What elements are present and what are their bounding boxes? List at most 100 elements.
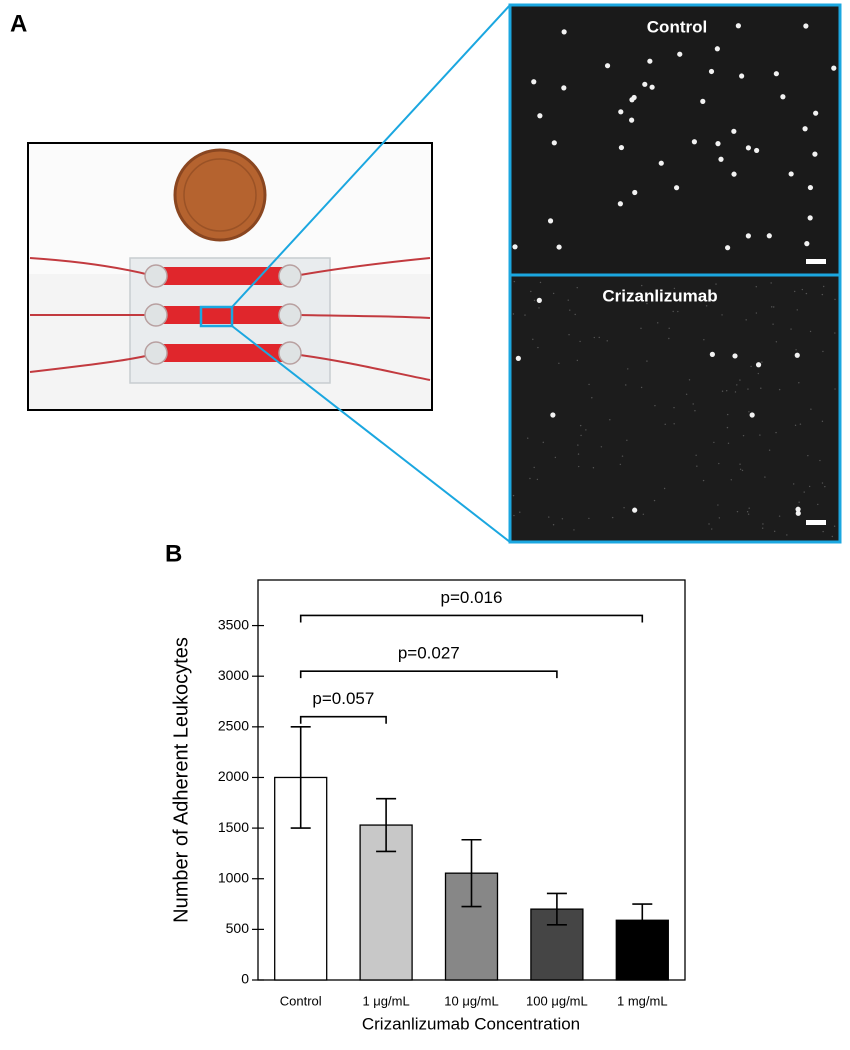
speck xyxy=(537,346,539,349)
speck xyxy=(771,306,773,308)
speck xyxy=(778,388,781,391)
speck xyxy=(653,499,656,502)
speck xyxy=(692,403,694,405)
scale-bar xyxy=(806,520,826,525)
cell xyxy=(715,141,721,147)
speck xyxy=(577,465,580,468)
cell xyxy=(773,71,779,77)
speck xyxy=(745,319,747,321)
cell xyxy=(617,201,623,207)
speck xyxy=(672,310,674,313)
error-bar-line xyxy=(632,903,653,938)
speck xyxy=(623,507,625,509)
scale-bar xyxy=(806,259,826,264)
speck xyxy=(703,339,705,341)
speck xyxy=(626,439,628,442)
speck xyxy=(760,387,762,389)
cell xyxy=(536,297,542,303)
y-axis-label: Number of Adherent Leukocytes xyxy=(170,637,192,923)
speck xyxy=(778,515,781,517)
cell xyxy=(512,244,518,250)
speck xyxy=(579,340,581,343)
y-tick-label: 500 xyxy=(226,920,250,936)
speck xyxy=(641,284,643,287)
speck xyxy=(588,517,590,520)
speck xyxy=(579,424,582,427)
cell xyxy=(803,23,809,29)
speck xyxy=(592,467,595,469)
speck xyxy=(527,437,529,439)
speck xyxy=(718,517,721,519)
micrograph-label: Control xyxy=(647,17,707,36)
cell xyxy=(649,84,655,90)
cell xyxy=(629,117,635,123)
speck xyxy=(739,468,742,470)
speck xyxy=(755,312,758,314)
x-tick-label: 1 μg/mL xyxy=(362,993,409,1008)
speck xyxy=(803,491,805,493)
y-tick-label: 1000 xyxy=(218,869,249,885)
cell xyxy=(618,144,625,151)
speck xyxy=(600,446,603,448)
cell xyxy=(807,215,813,221)
cell xyxy=(658,160,664,166)
cell xyxy=(718,156,724,162)
speck xyxy=(598,336,600,339)
speck xyxy=(673,287,676,290)
y-tick-label: 0 xyxy=(241,971,249,987)
speck xyxy=(796,309,798,311)
cell xyxy=(788,171,794,177)
error-bar-line xyxy=(376,797,397,853)
cell xyxy=(731,128,737,134)
cell xyxy=(561,29,567,35)
cell xyxy=(749,412,755,418)
speck xyxy=(794,290,796,293)
panel-label: B xyxy=(165,540,182,567)
cell xyxy=(550,412,556,418)
speck xyxy=(688,379,691,381)
speck xyxy=(542,441,544,444)
error-bar xyxy=(632,903,653,938)
cell xyxy=(754,147,760,154)
speck xyxy=(809,330,812,333)
speck xyxy=(628,299,630,302)
speck xyxy=(561,518,564,520)
speck xyxy=(734,391,737,393)
speck xyxy=(640,327,642,330)
speck xyxy=(696,465,698,467)
speck xyxy=(822,285,825,288)
speck xyxy=(786,534,788,536)
speck xyxy=(821,420,824,423)
speck xyxy=(512,313,515,315)
speck xyxy=(759,434,761,436)
speck xyxy=(533,299,536,302)
significance-bracket xyxy=(299,670,558,679)
speck xyxy=(721,314,723,316)
speck xyxy=(573,529,575,531)
speck xyxy=(606,340,608,342)
speck xyxy=(695,454,697,456)
error-bar xyxy=(546,892,567,926)
speck xyxy=(808,485,811,488)
cell xyxy=(708,68,715,75)
speck xyxy=(834,388,836,390)
speck xyxy=(726,426,729,429)
speck xyxy=(585,429,587,431)
speck xyxy=(558,362,560,365)
speck xyxy=(726,413,729,416)
micrographs xyxy=(508,3,842,544)
speck xyxy=(538,307,540,309)
speck xyxy=(593,336,595,339)
x-tick-label: Control xyxy=(280,993,322,1008)
y-tick-label: 2000 xyxy=(218,768,249,784)
speck xyxy=(794,424,797,427)
cell xyxy=(812,151,818,157)
speck xyxy=(519,511,521,513)
speck xyxy=(746,511,749,513)
cell xyxy=(795,506,801,512)
cell xyxy=(807,184,814,191)
speck xyxy=(833,525,836,527)
speck xyxy=(715,283,717,285)
speck xyxy=(654,404,656,407)
speck xyxy=(577,444,579,446)
